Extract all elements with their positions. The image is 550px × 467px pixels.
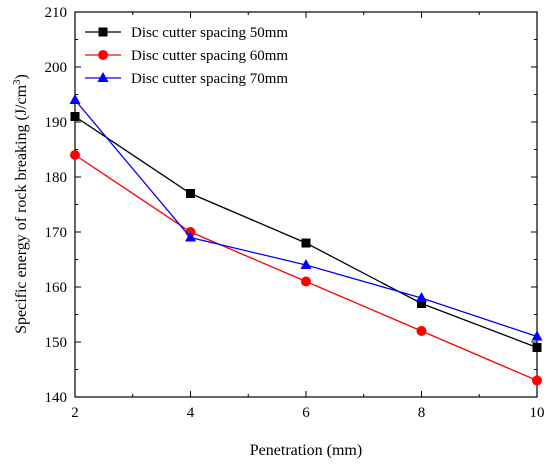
y-tick-label: 200 — [45, 60, 68, 76]
axis-ticks: 2 4 6 8 10 140 150 160 170 180 190 200 210 — [45, 5, 545, 421]
legend-entry: Disc cutter spacing 60mm — [85, 48, 288, 64]
legend-marker — [98, 50, 108, 60]
series-1 — [70, 112, 542, 352]
data-point — [70, 150, 80, 160]
legend-label: Disc cutter spacing 50mm — [131, 25, 288, 41]
data-point — [301, 276, 311, 287]
data-point — [531, 330, 543, 341]
legend-entry: Disc cutter spacing 50mm — [85, 25, 288, 41]
x-tick-label: 6 — [302, 405, 310, 421]
legend-label: Disc cutter spacing 60mm — [131, 48, 288, 64]
y-tick-label: 180 — [45, 170, 68, 186]
legend-entry: Disc cutter spacing 70mm — [85, 71, 288, 87]
y-axis-title: Specific energy of rock breaking (J/cm3) — [11, 74, 30, 334]
data-point — [532, 375, 542, 386]
data-point — [69, 94, 81, 104]
legend-marker — [97, 72, 109, 82]
series-3 — [69, 94, 543, 341]
series-line — [74, 99, 538, 338]
legend: Disc cutter spacing 50mm Disc cutter spac… — [85, 25, 288, 87]
y-axis-title-main: Specific energy of rock breaking (J/cm — [13, 84, 30, 334]
series-layer — [69, 94, 543, 386]
data-point — [185, 231, 196, 242]
data-point — [301, 238, 311, 248]
data-point — [70, 112, 80, 121]
plot-area-frame — [74, 11, 538, 398]
y-axis-title-suffix: ) — [13, 74, 30, 79]
x-tick-label: 8 — [418, 405, 426, 421]
y-tick-label: 160 — [45, 280, 68, 296]
data-point — [416, 326, 427, 336]
x-axis-title: Penetration (mm) — [250, 442, 362, 459]
legend-label: Disc cutter spacing 70mm — [131, 71, 288, 87]
y-tick-label: 190 — [45, 115, 68, 131]
x-tick-label: 2 — [71, 405, 79, 421]
legend-marker — [98, 27, 108, 37]
data-point — [186, 189, 195, 198]
x-tick-label: 10 — [530, 405, 545, 421]
data-point — [532, 343, 542, 352]
y-tick-label: 140 — [45, 390, 68, 406]
y-tick-label: 150 — [45, 335, 68, 351]
data-point — [416, 292, 427, 302]
data-point — [417, 299, 426, 308]
y-tick-label: 170 — [45, 225, 68, 241]
x-tick-label: 4 — [187, 405, 195, 421]
y-tick-label: 210 — [45, 5, 68, 21]
data-point — [300, 259, 312, 269]
y-axis-title-superscript: 3 — [11, 79, 23, 85]
